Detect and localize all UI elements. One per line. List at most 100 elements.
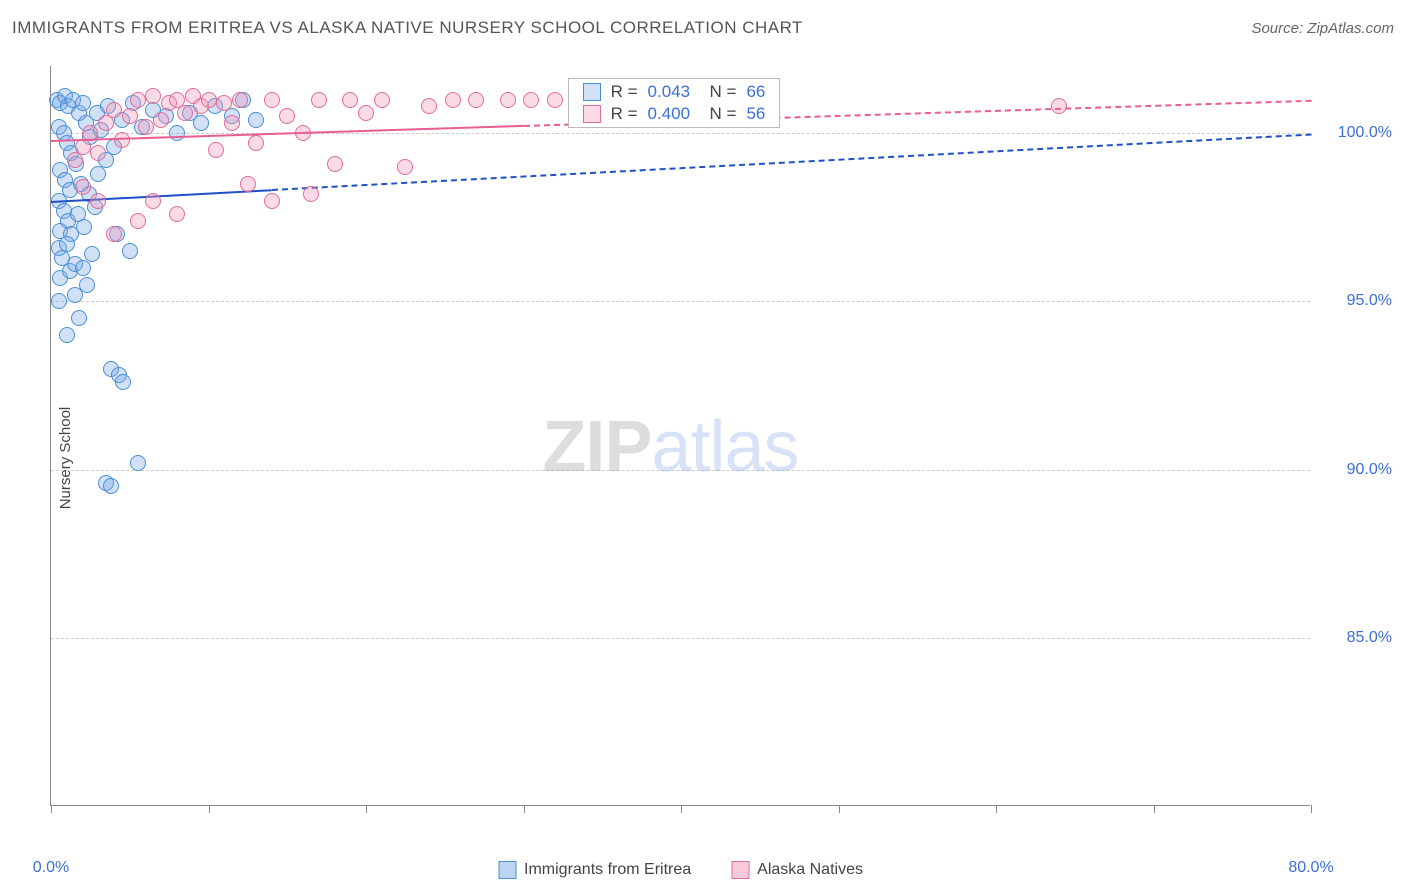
data-point: [358, 105, 374, 121]
gridline-h: [51, 470, 1310, 471]
stat-row: R = 0.043 N = 66: [569, 81, 780, 103]
x-tick-label: 80.0%: [1288, 859, 1333, 877]
trend-line: [271, 133, 1311, 190]
data-point: [216, 95, 232, 111]
y-tick-label: 90.0%: [1320, 461, 1392, 479]
data-point: [547, 92, 563, 108]
data-point: [75, 95, 91, 111]
data-point: [79, 277, 95, 293]
x-tick: [681, 805, 682, 813]
data-point: [153, 112, 169, 128]
x-tick: [996, 805, 997, 813]
legend-item: Immigrants from Eritrea: [498, 861, 691, 879]
x-tick: [1154, 805, 1155, 813]
data-point: [248, 112, 264, 128]
data-point: [224, 115, 240, 131]
data-point: [232, 92, 248, 108]
y-tick-label: 95.0%: [1320, 292, 1392, 310]
data-point: [177, 105, 193, 121]
legend-label: Immigrants from Eritrea: [524, 861, 691, 879]
data-point: [303, 186, 319, 202]
gridline-h: [51, 638, 1310, 639]
data-point: [169, 125, 185, 141]
data-point: [208, 142, 224, 158]
legend-swatch: [731, 861, 749, 879]
stat-r-value: 0.400: [648, 104, 691, 124]
x-tick: [209, 805, 210, 813]
data-point: [59, 236, 75, 252]
data-point: [169, 206, 185, 222]
stat-n-value: 56: [746, 104, 765, 124]
stat-swatch: [583, 105, 601, 123]
legend: Immigrants from Eritrea Alaska Natives: [498, 861, 863, 879]
stat-n-label: N =: [700, 82, 736, 102]
data-point: [51, 293, 67, 309]
data-point: [201, 92, 217, 108]
stat-box: R = 0.043 N = 66R = 0.400 N = 56: [568, 78, 781, 128]
data-point: [468, 92, 484, 108]
data-point: [374, 92, 390, 108]
stat-n-label: N =: [700, 104, 736, 124]
data-point: [76, 219, 92, 235]
data-point: [342, 92, 358, 108]
data-point: [106, 102, 122, 118]
chart-title: IMMIGRANTS FROM ERITREA VS ALASKA NATIVE…: [12, 18, 803, 38]
data-point: [130, 92, 146, 108]
data-point: [240, 176, 256, 192]
data-point: [130, 213, 146, 229]
y-tick-label: 100.0%: [1320, 124, 1392, 142]
data-point: [279, 108, 295, 124]
data-point: [445, 92, 461, 108]
data-point: [75, 260, 91, 276]
x-tick: [366, 805, 367, 813]
data-point: [193, 115, 209, 131]
x-tick: [1311, 805, 1312, 813]
data-point: [130, 455, 146, 471]
data-point: [122, 108, 138, 124]
stat-row: R = 0.400 N = 56: [569, 103, 780, 125]
stat-swatch: [583, 83, 601, 101]
legend-item: Alaska Natives: [731, 861, 863, 879]
data-point: [327, 156, 343, 172]
data-point: [248, 135, 264, 151]
plot-area: 85.0%90.0%95.0%100.0%0.0%80.0%ZIPatlasR …: [50, 66, 1310, 806]
data-point: [84, 246, 100, 262]
data-point: [122, 243, 138, 259]
stat-n-value: 66: [746, 82, 765, 102]
gridline-h: [51, 301, 1310, 302]
data-point: [264, 92, 280, 108]
data-point: [115, 374, 131, 390]
data-point: [138, 119, 154, 135]
data-point: [145, 88, 161, 104]
chart-header: IMMIGRANTS FROM ERITREA VS ALASKA NATIVE…: [12, 18, 1394, 38]
stat-r-label: R =: [611, 104, 638, 124]
data-point: [1051, 98, 1067, 114]
watermark: ZIPatlas: [542, 406, 798, 488]
chart-container: Nursery School 85.0%90.0%95.0%100.0%0.0%…: [10, 48, 1396, 868]
legend-swatch: [498, 861, 516, 879]
x-tick: [51, 805, 52, 813]
data-point: [523, 92, 539, 108]
data-point: [311, 92, 327, 108]
chart-source: Source: ZipAtlas.com: [1251, 20, 1394, 37]
data-point: [90, 145, 106, 161]
data-point: [90, 193, 106, 209]
data-point: [500, 92, 516, 108]
data-point: [75, 179, 91, 195]
x-tick: [524, 805, 525, 813]
stat-r-value: 0.043: [648, 82, 691, 102]
data-point: [71, 310, 87, 326]
x-tick-label: 0.0%: [33, 859, 69, 877]
data-point: [103, 478, 119, 494]
data-point: [264, 193, 280, 209]
data-point: [59, 327, 75, 343]
data-point: [397, 159, 413, 175]
stat-r-label: R =: [611, 82, 638, 102]
data-point: [145, 193, 161, 209]
data-point: [114, 132, 130, 148]
x-tick: [839, 805, 840, 813]
data-point: [421, 98, 437, 114]
legend-label: Alaska Natives: [757, 861, 863, 879]
data-point: [106, 226, 122, 242]
y-tick-label: 85.0%: [1320, 629, 1392, 647]
